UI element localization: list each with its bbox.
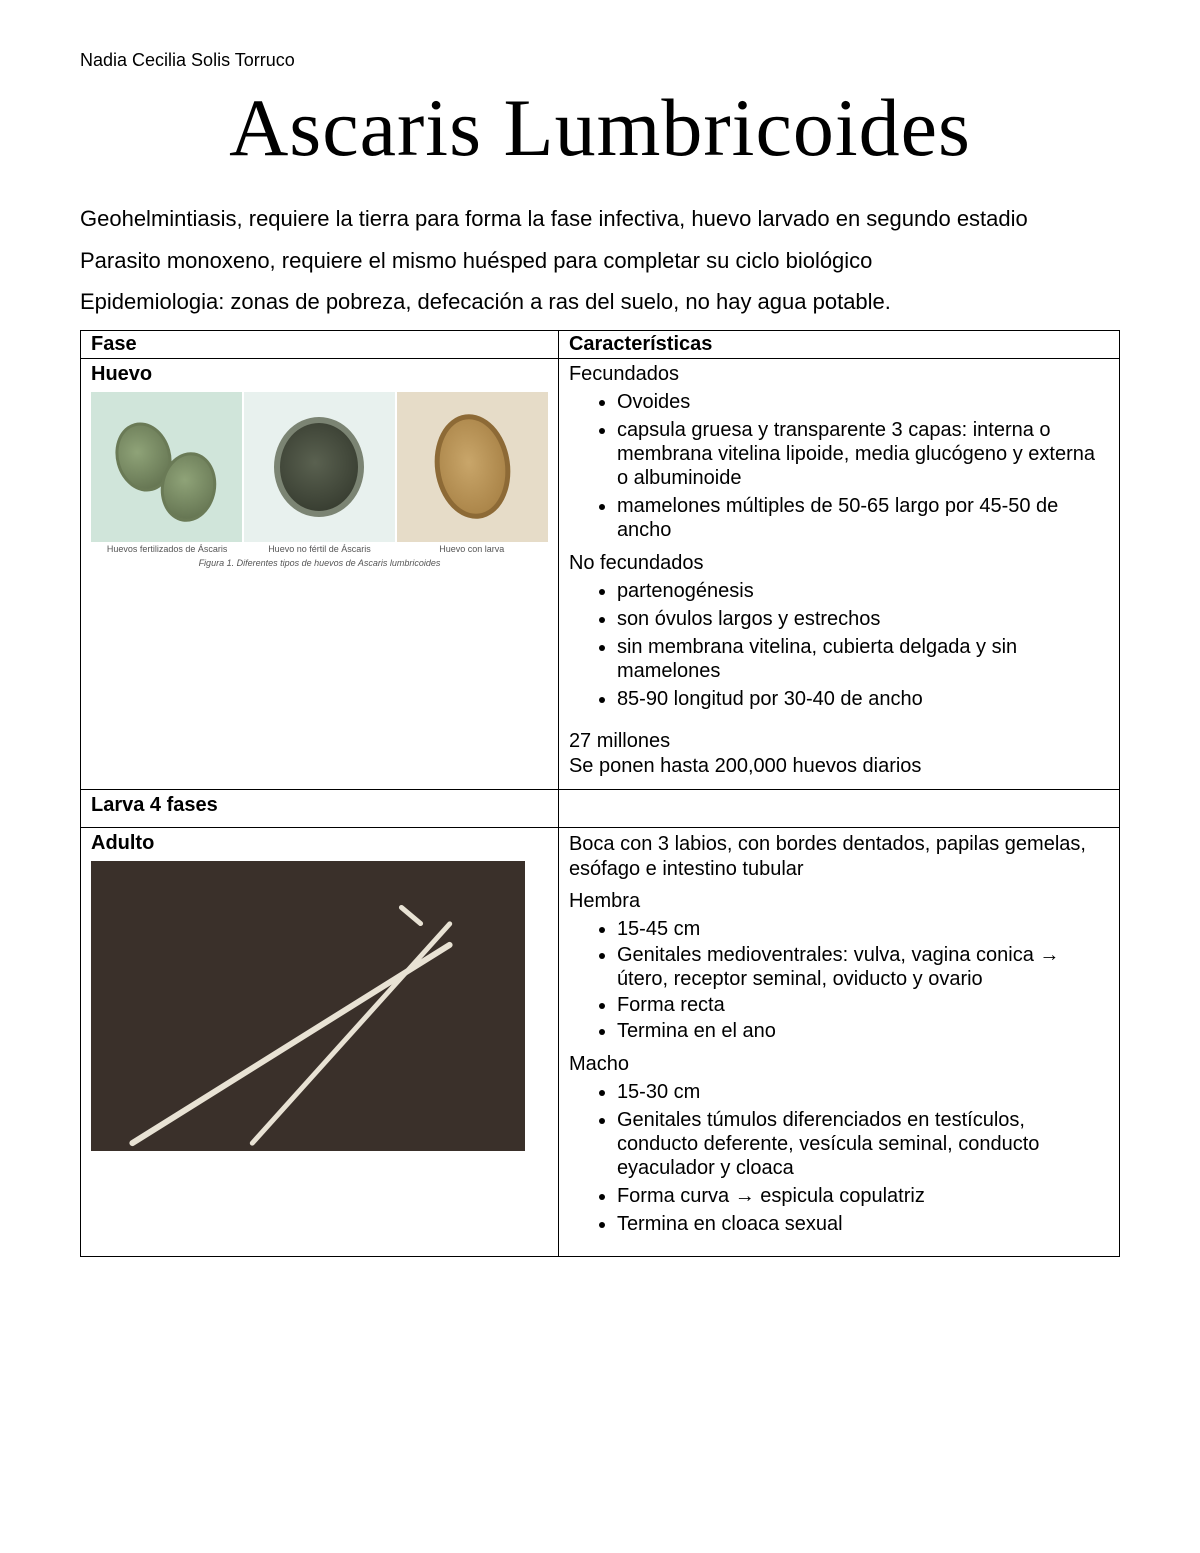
list-item: Genitales túmulos diferenciados en testí… <box>617 1108 1109 1180</box>
egg-figure <box>91 392 548 542</box>
egg-caption-2: Huevo no fértil de Áscaris <box>243 544 395 554</box>
adulto-intro: Boca con 3 labios, con bordes dentados, … <box>569 832 1109 882</box>
hembra-list: 15-45 cm Genitales medioventrales: vulva… <box>569 917 1109 1043</box>
nofecundados-heading: No fecundados <box>569 552 1109 575</box>
adulto-label: Adulto <box>91 832 548 855</box>
worm-shape-icon <box>398 903 424 926</box>
list-item: 15-45 cm <box>617 917 1109 941</box>
list-item: Ovoides <box>617 390 1109 414</box>
intro-block: Geohelmintiasis, requiere la tierra para… <box>80 205 1120 316</box>
egg-caption-1: Huevos fertilizados de Áscaris <box>91 544 243 554</box>
list-item: Termina en el ano <box>617 1019 1109 1043</box>
egg-panel-nonfertile <box>244 392 395 542</box>
fecundados-heading: Fecundados <box>569 363 1109 386</box>
egg-shape-icon <box>428 409 517 523</box>
header-caract: Características <box>558 330 1119 358</box>
list-item: Termina en cloaca sexual <box>617 1212 1109 1236</box>
nofecundados-list: partenogénesis son óvulos largos y estre… <box>569 579 1109 711</box>
intro-p3: Epidemiologia: zonas de pobreza, defecac… <box>80 288 1120 316</box>
list-item: 15-30 cm <box>617 1080 1109 1104</box>
egg-captions: Huevos fertilizados de Áscaris Huevo no … <box>91 544 548 554</box>
page-title: Ascaris Lumbricoides <box>80 81 1120 175</box>
list-item: Forma curva → espicula copulatriz <box>617 1184 1109 1208</box>
larva-label: Larva 4 fases <box>91 794 548 817</box>
egg-caption-3: Huevo con larva <box>396 544 548 554</box>
egg-panel-fertilized <box>91 392 242 542</box>
list-item: capsula gruesa y transparente 3 capas: i… <box>617 418 1109 490</box>
hembra-heading: Hembra <box>569 890 1109 913</box>
list-item: 85-90 longitud por 30-40 de ancho <box>617 687 1109 711</box>
fecundados-list: Ovoides capsula gruesa y transparente 3 … <box>569 390 1109 542</box>
list-item: Forma recta <box>617 993 1109 1017</box>
egg-shape-icon <box>274 417 364 517</box>
list-item: partenogénesis <box>617 579 1109 603</box>
egg-figure-caption: Figura 1. Diferentes tipos de huevos de … <box>91 558 548 568</box>
huevo-label: Huevo <box>91 363 548 386</box>
adult-figure <box>91 861 525 1151</box>
row-huevo: Huevo Huevos fertilizados de Áscaris Hue… <box>81 358 1120 789</box>
list-item: Genitales medioventrales: vulva, vagina … <box>617 943 1109 991</box>
count-line: 27 millones <box>569 729 1109 754</box>
row-larva: Larva 4 fases <box>81 789 1120 827</box>
list-item: mamelones múltiples de 50-65 largo por 4… <box>617 494 1109 542</box>
list-item: sin membrana vitelina, cubierta delgada … <box>617 635 1109 683</box>
header-fase: Fase <box>81 330 559 358</box>
macho-heading: Macho <box>569 1053 1109 1076</box>
phases-table: Fase Características Huevo Huevos fertil… <box>80 330 1120 1257</box>
macho-list: 15-30 cm Genitales túmulos diferenciados… <box>569 1080 1109 1236</box>
daily-line: Se ponen hasta 200,000 huevos diarios <box>569 754 1109 779</box>
intro-p1: Geohelmintiasis, requiere la tierra para… <box>80 205 1120 233</box>
intro-p2: Parasito monoxeno, requiere el mismo hué… <box>80 247 1120 275</box>
egg-panel-larva <box>397 392 548 542</box>
larva-right <box>558 789 1119 827</box>
author-name: Nadia Cecilia Solis Torruco <box>80 50 1120 71</box>
row-adulto: Adulto Boca con 3 labios, con bordes den… <box>81 827 1120 1256</box>
list-item: son óvulos largos y estrechos <box>617 607 1109 631</box>
worm-shape-icon <box>249 920 453 1146</box>
